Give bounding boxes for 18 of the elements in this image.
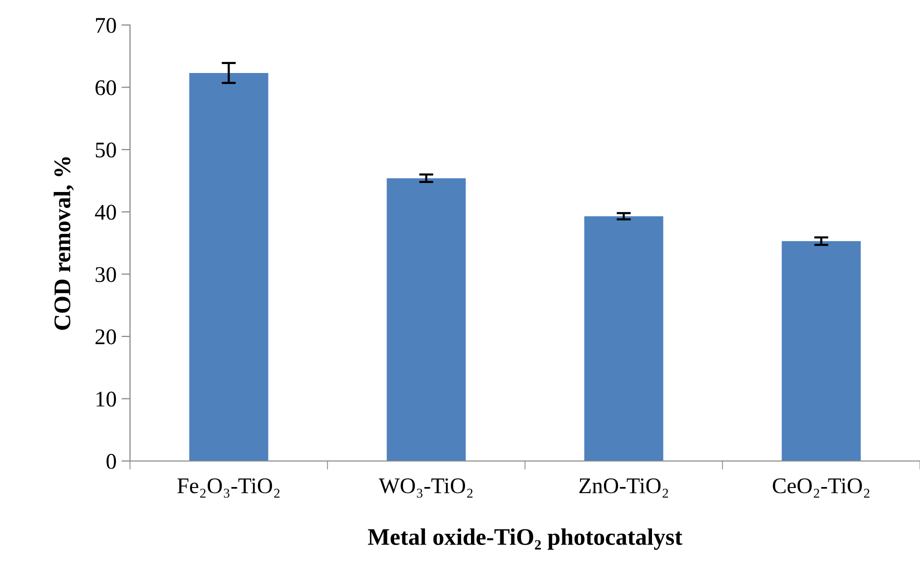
x-tick-label: CeO₂-TiO₂	[772, 478, 870, 498]
y-tick-label: 20	[96, 329, 116, 344]
y-tick-label: 10	[96, 392, 116, 407]
x-tick-label: WO₃-TiO₂	[378, 478, 473, 498]
y-tick-label: 70	[96, 18, 116, 33]
bar	[386, 178, 466, 461]
bar	[782, 241, 861, 461]
x-tick-label: Fe₂O₃-TiO₂	[177, 478, 280, 498]
x-tick-label: ZnO-TiO₂	[579, 478, 668, 498]
y-tick-label: 60	[96, 80, 116, 96]
bar	[189, 72, 268, 461]
y-tick-label: 50	[96, 142, 116, 158]
y-axis-title: COD removal, %	[54, 157, 74, 330]
y-tick-label: 40	[95, 204, 116, 220]
y-tick-label: 0	[106, 454, 116, 469]
y-tick-label: 30	[96, 267, 116, 282]
bar	[584, 216, 664, 461]
x-axis-title: Metal oxide-TiO₂ photocatalyst	[368, 528, 682, 550]
